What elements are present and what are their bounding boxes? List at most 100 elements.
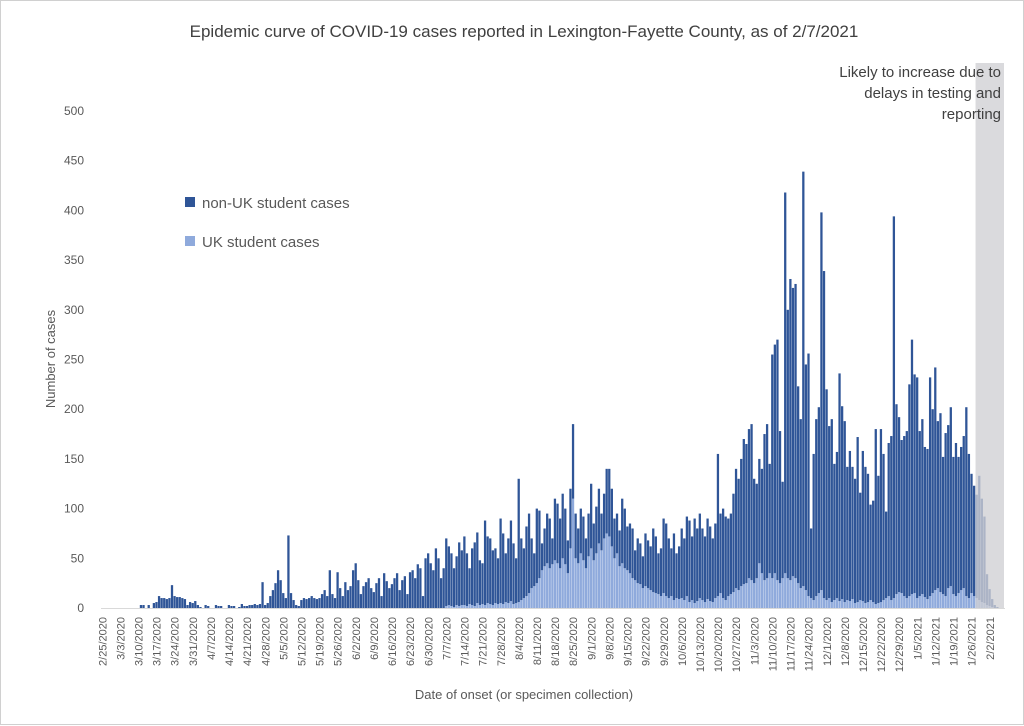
bar-non-uk	[941, 456, 945, 595]
bar-uk	[734, 588, 738, 608]
bar-non-uk	[729, 513, 733, 595]
bar-uk	[659, 596, 663, 608]
bar-non-uk	[533, 553, 536, 587]
bar-uk	[649, 590, 652, 608]
x-tick-label: 4/14/2020	[224, 617, 236, 666]
bar-uk	[491, 605, 494, 608]
bar-non-uk	[897, 417, 901, 593]
bar-uk	[843, 602, 846, 608]
bar-non-uk	[543, 528, 546, 567]
bar-uk	[574, 558, 577, 608]
bar-non-uk	[569, 488, 572, 549]
bar-non-uk	[248, 605, 251, 608]
bar-uk	[897, 592, 901, 608]
bar-uk	[657, 594, 660, 608]
bar-non-uk	[313, 598, 316, 608]
x-tick-label: 9/8/2020	[604, 617, 616, 660]
bar-uk	[683, 600, 686, 608]
bar-uk	[548, 568, 551, 608]
bar-non-uk	[608, 468, 611, 537]
bar-uk	[703, 602, 707, 608]
bar-uk	[781, 578, 784, 608]
bar-non-uk	[874, 429, 877, 605]
bar-uk	[675, 598, 678, 608]
bar-non-uk	[724, 516, 727, 601]
bar-non-uk	[274, 583, 277, 608]
x-tick-label: 2/25/2020	[97, 617, 109, 666]
x-tick-label: 9/15/2020	[623, 617, 635, 666]
x-tick-label: 3/3/2020	[115, 617, 127, 660]
bar-non-uk	[892, 216, 896, 599]
bar-uk	[540, 570, 544, 608]
bar-uk	[745, 583, 748, 608]
legend-swatch-non-uk	[185, 197, 195, 207]
bar-non-uk	[667, 538, 670, 599]
bar-non-uk	[540, 543, 544, 571]
bar-non-uk	[582, 516, 585, 561]
bar-non-uk	[447, 546, 450, 606]
bar-uk	[763, 580, 766, 608]
bar-non-uk	[147, 605, 150, 608]
bar-uk	[809, 598, 813, 608]
bar-non-uk	[271, 590, 275, 608]
bar-non-uk	[600, 513, 603, 551]
bar-uk	[921, 594, 924, 608]
bar-non-uk	[672, 533, 676, 601]
bar-non-uk	[276, 570, 280, 608]
bar-non-uk	[157, 596, 161, 608]
bar-non-uk	[742, 439, 745, 585]
bar-uk	[455, 605, 458, 608]
bar-non-uk	[644, 533, 647, 587]
bar-non-uk	[626, 526, 629, 571]
bar-non-uk	[256, 605, 259, 608]
bar-uk	[817, 593, 820, 608]
bar-uk	[753, 583, 756, 608]
bar-non-uk	[512, 543, 515, 605]
bar-non-uk	[732, 493, 735, 593]
bar-non-uk	[393, 578, 396, 608]
bar-non-uk	[755, 483, 758, 579]
bar-uk	[481, 604, 484, 608]
bar-non-uk	[758, 458, 761, 564]
bar-non-uk	[476, 532, 479, 604]
bar-non-uk	[602, 493, 606, 539]
bar-non-uk	[711, 538, 714, 603]
y-axis-label: Number of cases	[43, 309, 58, 408]
bar-non-uk	[489, 538, 492, 605]
bar-uk	[840, 599, 844, 608]
bar-non-uk	[864, 466, 867, 604]
bar-non-uk	[967, 453, 971, 599]
bar-uk	[476, 603, 479, 608]
x-tick-label: 12/22/2020	[876, 617, 888, 672]
bar-uk	[602, 538, 606, 608]
bar-non-uk	[913, 374, 916, 594]
bar-uk	[791, 576, 795, 608]
bar-uk	[851, 599, 854, 608]
x-tick-label: 8/11/2020	[532, 617, 544, 665]
bar-uk	[608, 536, 611, 608]
bar-uk	[771, 578, 774, 608]
bar-uk	[866, 602, 870, 608]
bar-non-uk	[323, 590, 326, 608]
annotation-line: Likely to increase due to	[839, 64, 1001, 81]
bar-non-uk	[817, 407, 820, 594]
bar-uk	[900, 593, 903, 608]
bar-non-uk	[634, 550, 637, 581]
bar-uk	[452, 607, 456, 608]
x-tick-label: 3/24/2020	[170, 617, 182, 666]
bar-uk	[960, 590, 963, 608]
bar-non-uk	[458, 542, 461, 607]
bar-non-uk	[183, 599, 187, 608]
bar-non-uk	[199, 607, 202, 608]
bar-uk	[662, 593, 665, 608]
bar-non-uk	[455, 556, 458, 606]
bar-uk	[758, 563, 761, 608]
x-tick-label: 7/14/2020	[460, 617, 472, 666]
bar-non-uk	[380, 596, 383, 608]
bar-uk	[939, 592, 942, 608]
bar-non-uk	[551, 538, 554, 565]
legend-label-uk: UK student cases	[202, 234, 320, 251]
bar-non-uk	[887, 442, 890, 597]
bar-non-uk	[403, 576, 407, 608]
bar-non-uk	[279, 580, 282, 608]
